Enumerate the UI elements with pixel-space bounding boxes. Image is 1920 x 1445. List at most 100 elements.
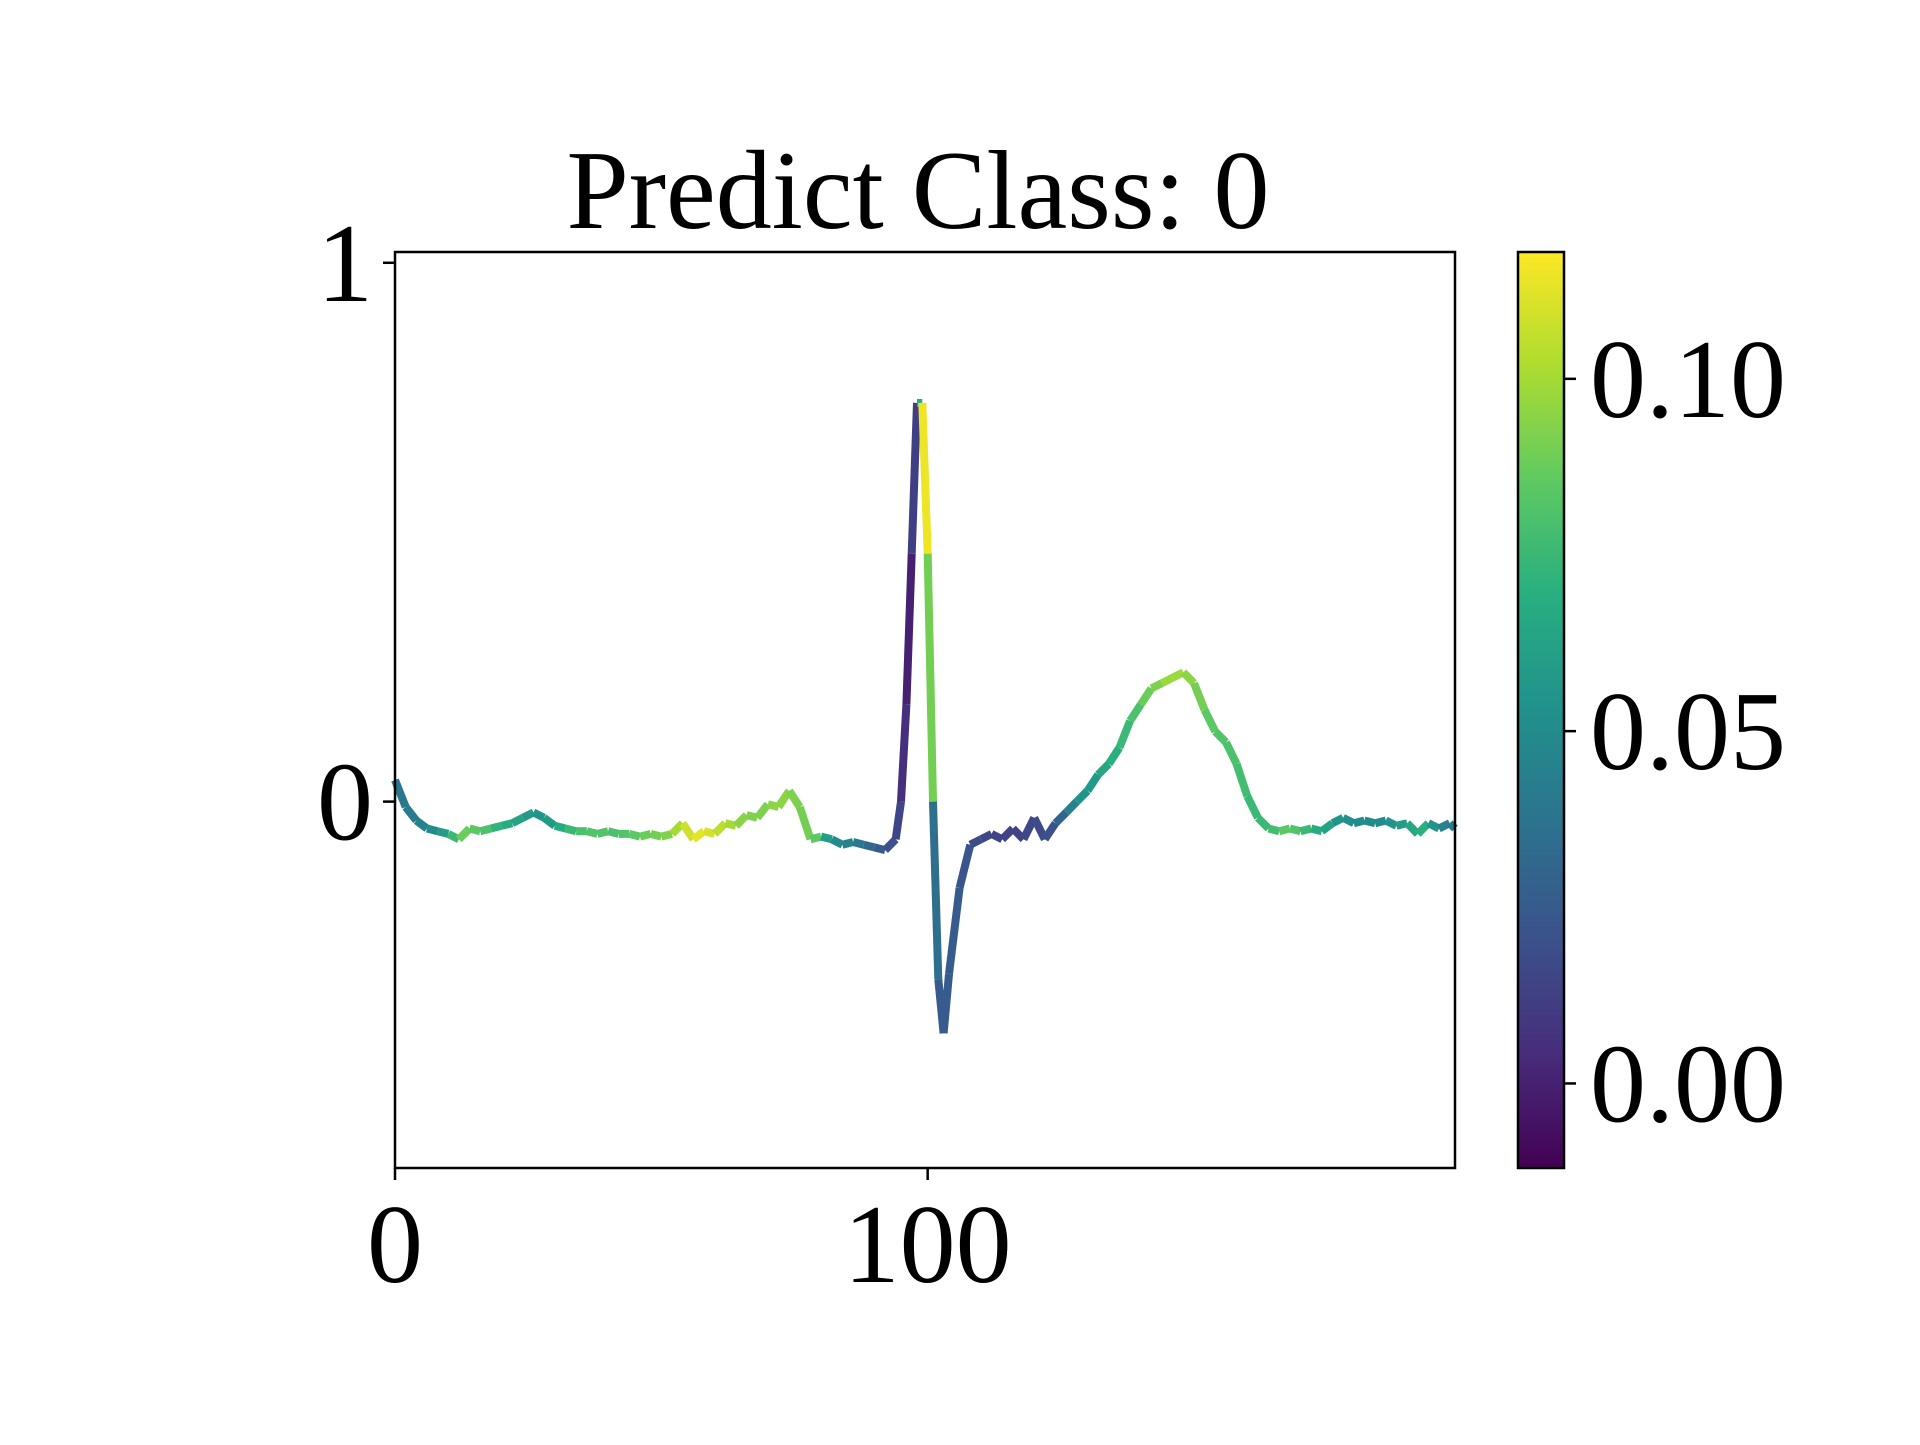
x-axis: 0 100 — [367, 1168, 1012, 1307]
series-segment — [607, 827, 620, 838]
series-segment — [918, 402, 932, 554]
series-segment — [1319, 819, 1335, 835]
series-segment — [902, 553, 916, 705]
series-segment — [873, 843, 887, 854]
series-segment — [639, 830, 652, 841]
y-axis: 01 — [317, 202, 395, 865]
series-segment — [1180, 669, 1197, 686]
series-segment — [413, 817, 430, 832]
series-segment — [1330, 814, 1345, 827]
series-segment — [1352, 816, 1366, 828]
series-segment — [829, 835, 845, 849]
x-tick-label: 100 — [844, 1183, 1012, 1307]
series-segment — [649, 830, 663, 841]
series-segment — [1222, 740, 1241, 766]
y-tick-label: 1 — [317, 202, 373, 326]
series-segment — [1095, 761, 1112, 778]
series-segment — [660, 830, 673, 841]
series-segment — [1105, 745, 1123, 767]
series-segment — [596, 827, 610, 838]
series-segment — [945, 887, 964, 975]
series-segment — [882, 836, 899, 853]
series-segment — [1310, 824, 1323, 836]
series-segment — [796, 805, 815, 841]
series-segment — [1212, 728, 1229, 746]
x-tick-label: 0 — [367, 1183, 423, 1307]
series-segment — [564, 824, 578, 836]
series-segment — [724, 819, 737, 830]
colorbar-tick-label: 0.05 — [1590, 670, 1786, 794]
series-segment — [702, 827, 716, 838]
series-segment — [897, 704, 911, 802]
series-segment — [852, 838, 865, 849]
series-segment — [489, 821, 503, 833]
series-segment — [820, 832, 833, 844]
series-segment — [1267, 824, 1281, 836]
series-segment — [711, 820, 729, 837]
series-segment — [1041, 820, 1059, 842]
series-segment — [1190, 681, 1209, 712]
series-segment — [939, 973, 953, 1034]
series-segment — [989, 830, 1005, 843]
series-segment — [733, 812, 750, 829]
series-segment — [1341, 814, 1356, 827]
series-segment — [766, 800, 780, 811]
series-segment — [1170, 668, 1186, 682]
series-segment — [862, 840, 876, 852]
colorbar — [1516, 250, 1566, 1170]
series-segment — [1232, 762, 1252, 798]
colorbar-tick-label: 0.10 — [1590, 318, 1786, 442]
series-segment — [1374, 816, 1387, 828]
series-segment — [402, 804, 420, 823]
series-segment — [1426, 819, 1441, 833]
series-segment — [1278, 824, 1291, 836]
series-segment — [1288, 824, 1302, 836]
series-segment — [468, 824, 482, 836]
series-segment — [520, 808, 536, 822]
series-segment — [1384, 816, 1399, 830]
series-segment — [446, 830, 461, 843]
series-segment — [436, 827, 450, 838]
series-segment — [891, 801, 905, 840]
series-segment — [907, 402, 921, 554]
series-segment — [500, 819, 514, 830]
colorbar-axis: 0.00 0.05 0.10 — [1564, 318, 1786, 1146]
y-tick-label: 0 — [317, 741, 373, 865]
series-segment — [541, 814, 558, 830]
series-segment — [553, 821, 567, 833]
series-segment — [1126, 702, 1145, 723]
series-segment — [1395, 819, 1409, 830]
series-segment — [1115, 719, 1134, 750]
series-segment — [1137, 686, 1155, 707]
series-segment — [426, 824, 439, 836]
series-segment — [456, 825, 473, 843]
series-segment — [585, 827, 599, 838]
series-segment — [1160, 674, 1175, 687]
series-segment — [479, 824, 492, 836]
series-segment — [1414, 820, 1432, 837]
series-segment — [1063, 798, 1080, 816]
chart-title: Predict Class: 0 — [566, 129, 1269, 253]
series-segment — [929, 801, 943, 980]
series-segment — [754, 801, 772, 821]
series-segment — [1084, 772, 1102, 793]
series-segment — [1052, 809, 1070, 827]
series-segment — [1437, 819, 1452, 833]
colorbar-tick-label: 0.00 — [1590, 1022, 1786, 1146]
series-segment — [955, 843, 975, 889]
series-segment — [628, 830, 641, 841]
series-segment — [923, 553, 937, 802]
series-segment — [510, 814, 525, 827]
series-segment — [785, 788, 804, 810]
series-segment — [1299, 824, 1313, 836]
series-segment — [1201, 708, 1219, 734]
series-segment — [841, 838, 855, 849]
series-segment — [809, 832, 823, 844]
series-segment — [745, 811, 759, 822]
series-segment — [1255, 814, 1272, 832]
series-segment — [968, 835, 983, 849]
series-segment — [531, 808, 546, 822]
plot-frame — [393, 250, 1457, 1170]
